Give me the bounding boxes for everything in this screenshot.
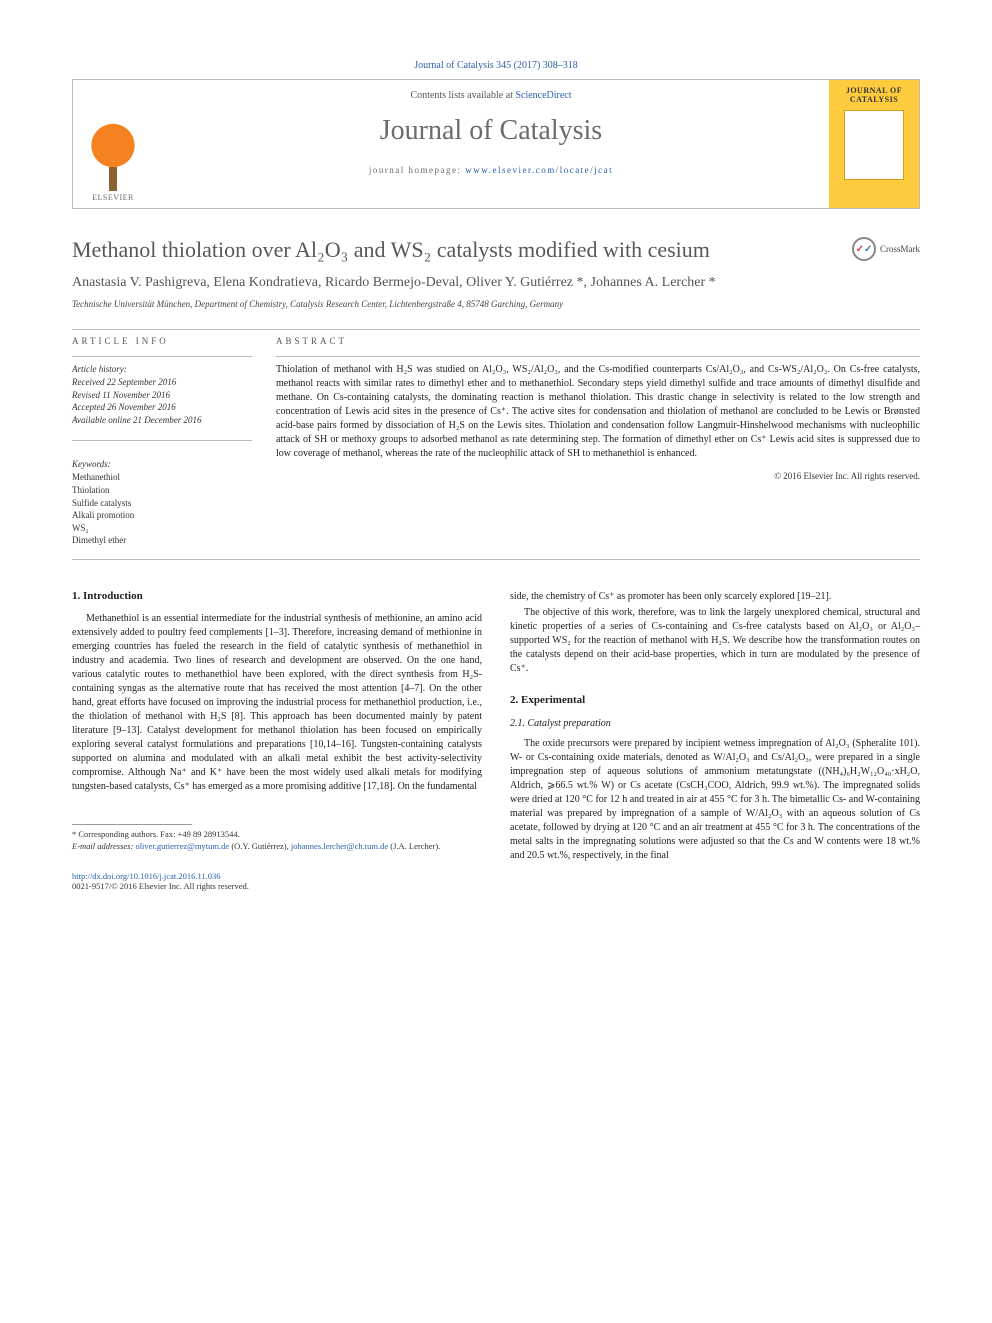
authors-text: Anastasia V. Pashigreva, Elena Kondratie… — [72, 275, 716, 290]
article-history: Article history: Received 22 September 2… — [72, 363, 252, 426]
header-box: ELSEVIER Contents lists available at Sci… — [72, 79, 920, 209]
keyword: Thiolation — [72, 484, 252, 497]
title-row: Methanol thiolation over Al₂O₃ and WS₂ c… — [72, 237, 920, 263]
doi-link[interactable]: http://dx.doi.org/10.1016/j.jcat.2016.11… — [72, 871, 221, 881]
article-info-label: ARTICLE INFO — [72, 336, 252, 346]
authors-line: Anastasia V. Pashigreva, Elena Kondratie… — [72, 275, 920, 291]
intro-heading: 1. Introduction — [72, 590, 482, 602]
history-line: Available online 21 December 2016 — [72, 414, 252, 427]
elsevier-label: ELSEVIER — [92, 193, 134, 202]
keyword: Methanethiol — [72, 471, 252, 484]
cover-title: JOURNAL OF CATALYSIS — [833, 86, 915, 104]
journal-reference: Journal of Catalysis 345 (2017) 308–318 — [72, 60, 920, 71]
elsevier-logo: ELSEVIER — [73, 80, 153, 208]
email-label: E-mail addresses: — [72, 841, 135, 851]
sciencedirect-link[interactable]: ScienceDirect — [515, 90, 571, 101]
abstract-label: ABSTRACT — [276, 336, 920, 346]
right-column: side, the chemistry of Cs⁺ as promoter h… — [510, 590, 920, 891]
abstract-copyright: © 2016 Elsevier Inc. All rights reserved… — [276, 471, 920, 481]
crossmark-badge[interactable]: ✓✓ CrossMark — [852, 237, 920, 261]
homepage-url[interactable]: www.elsevier.com/locate/jcat — [465, 165, 613, 175]
article-title: Methanol thiolation over Al₂O₃ and WS₂ c… — [72, 237, 852, 263]
article-info-column: ARTICLE INFO Article history: Received 2… — [72, 336, 252, 547]
header-center: Contents lists available at ScienceDirec… — [153, 80, 829, 208]
keyword: Sulfide catalysts — [72, 497, 252, 510]
abstract-column: ABSTRACT Thiolation of methanol with H₂S… — [276, 336, 920, 547]
page-root: Journal of Catalysis 345 (2017) 308–318 … — [0, 0, 992, 931]
email-link-2[interactable]: johannes.lercher@ch.tum.de — [291, 841, 388, 851]
footnote-corr: * Corresponding authors. Fax: +49 89 289… — [72, 829, 482, 841]
abstract-text: Thiolation of methanol with H₂S was stud… — [276, 363, 920, 461]
keyword: WS₂ — [72, 522, 252, 535]
intro-paragraph-2: side, the chemistry of Cs⁺ as promoter h… — [510, 590, 920, 604]
journal-cover: JOURNAL OF CATALYSIS — [829, 80, 919, 208]
keywords-label: Keywords: — [72, 459, 252, 469]
email-link-1[interactable]: oliver.gutierrez@mytum.de — [135, 841, 229, 851]
email-name-2: (J.A. Lercher). — [390, 841, 440, 851]
email-name-1: (O.Y. Gutiérrez), — [231, 841, 291, 851]
info-abstract-row: ARTICLE INFO Article history: Received 2… — [72, 336, 920, 547]
history-line: Revised 11 November 2016 — [72, 389, 252, 402]
history-label: Article history: — [72, 363, 252, 376]
keyword: Alkali promotion — [72, 509, 252, 522]
cover-thumbnail-icon — [844, 110, 904, 180]
homepage-prefix: journal homepage: — [369, 165, 465, 175]
footnote-separator — [72, 824, 192, 825]
intro-paragraph-3: The objective of this work, therefore, w… — [510, 606, 920, 676]
doi-block: http://dx.doi.org/10.1016/j.jcat.2016.11… — [72, 871, 482, 891]
intro-paragraph-1: Methanethiol is an essential intermediat… — [72, 612, 482, 794]
catalyst-prep-subheading: 2.1. Catalyst preparation — [510, 718, 920, 729]
crossmark-icon: ✓✓ — [852, 237, 876, 261]
journal-name: Journal of Catalysis — [153, 115, 829, 147]
issn-line: 0021-9517/© 2016 Elsevier Inc. All right… — [72, 881, 249, 891]
crossmark-label: CrossMark — [880, 244, 920, 254]
keywords-list: Methanethiol Thiolation Sulfide catalyst… — [72, 471, 252, 547]
contents-prefix: Contents lists available at — [410, 90, 515, 101]
affiliation: Technische Universität München, Departme… — [72, 299, 920, 309]
divider-top — [72, 329, 920, 330]
contents-line: Contents lists available at ScienceDirec… — [153, 90, 829, 101]
experimental-paragraph-1: The oxide precursors were prepared by in… — [510, 737, 920, 863]
keyword: Dimethyl ether — [72, 534, 252, 547]
corresponding-footnote: * Corresponding authors. Fax: +49 89 289… — [72, 829, 482, 853]
history-line: Accepted 26 November 2016 — [72, 401, 252, 414]
history-line: Received 22 September 2016 — [72, 376, 252, 389]
abstract-divider — [276, 356, 920, 357]
divider-bottom — [72, 559, 920, 560]
footnote-emails: E-mail addresses: oliver.gutierrez@mytum… — [72, 841, 482, 853]
left-column: 1. Introduction Methanethiol is an essen… — [72, 590, 482, 891]
keywords-divider — [72, 440, 252, 441]
experimental-heading: 2. Experimental — [510, 694, 920, 706]
info-divider — [72, 356, 252, 357]
body-columns: 1. Introduction Methanethiol is an essen… — [72, 590, 920, 891]
homepage-line: journal homepage: www.elsevier.com/locat… — [153, 165, 829, 175]
elsevier-tree-icon — [85, 121, 141, 191]
